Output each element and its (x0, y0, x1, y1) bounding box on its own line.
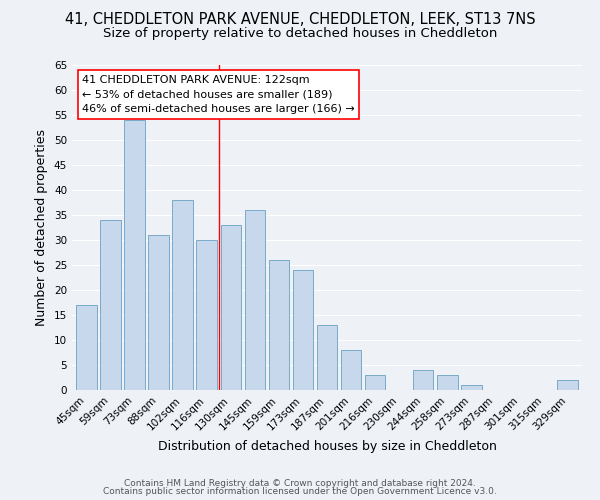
Y-axis label: Number of detached properties: Number of detached properties (35, 129, 49, 326)
Bar (269, 260, 289, 390)
Bar (196, 240, 217, 390)
Text: Contains public sector information licensed under the Open Government Licence v3: Contains public sector information licen… (103, 487, 497, 496)
Bar (172, 200, 193, 390)
X-axis label: Distribution of detached houses by size in Cheddleton: Distribution of detached houses by size … (158, 440, 496, 453)
Bar (148, 235, 169, 390)
Text: 41, CHEDDLETON PARK AVENUE, CHEDDLETON, LEEK, ST13 7NS: 41, CHEDDLETON PARK AVENUE, CHEDDLETON, … (65, 12, 535, 28)
Bar (317, 325, 337, 390)
Bar (76, 305, 97, 390)
Bar (221, 225, 241, 390)
Bar (100, 220, 121, 390)
Bar (461, 385, 482, 390)
Bar (365, 375, 385, 390)
Bar (413, 370, 433, 390)
Text: Contains HM Land Registry data © Crown copyright and database right 2024.: Contains HM Land Registry data © Crown c… (124, 478, 476, 488)
Text: Size of property relative to detached houses in Cheddleton: Size of property relative to detached ho… (103, 28, 497, 40)
Bar (293, 270, 313, 390)
Bar (437, 375, 458, 390)
Bar (341, 350, 361, 390)
Bar (124, 120, 145, 390)
Bar (557, 380, 578, 390)
Bar (245, 210, 265, 390)
Text: 41 CHEDDLETON PARK AVENUE: 122sqm
← 53% of detached houses are smaller (189)
46%: 41 CHEDDLETON PARK AVENUE: 122sqm ← 53% … (82, 74, 355, 114)
